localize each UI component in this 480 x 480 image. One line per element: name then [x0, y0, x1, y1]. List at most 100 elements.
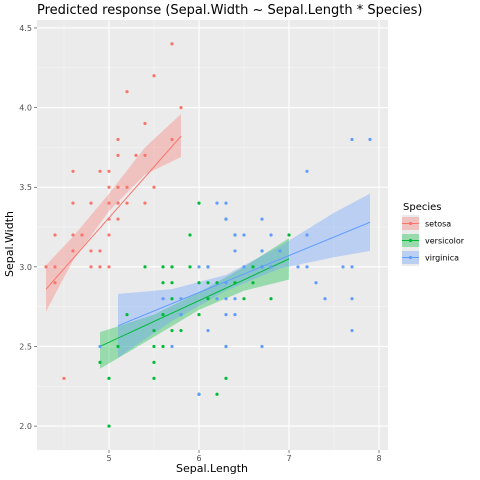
- point-setosa: [107, 233, 110, 236]
- point-setosa: [107, 170, 110, 173]
- point-setosa: [116, 154, 119, 157]
- point-setosa: [179, 106, 182, 109]
- point-setosa: [53, 281, 56, 284]
- point-versicolor: [107, 377, 110, 380]
- point-virginica: [233, 313, 236, 316]
- x-tick-label: 5: [106, 454, 111, 463]
- y-tick-label: 2.0: [19, 422, 32, 431]
- y-tick-label: 3.5: [19, 183, 32, 192]
- point-setosa: [80, 233, 83, 236]
- point-versicolor: [161, 313, 164, 316]
- point-versicolor: [125, 313, 128, 316]
- point-virginica: [296, 265, 299, 268]
- point-setosa: [107, 202, 110, 205]
- point-versicolor: [233, 281, 236, 284]
- point-virginica: [161, 297, 164, 300]
- point-versicolor: [152, 329, 155, 332]
- legend-key-versicolor: [402, 232, 419, 249]
- point-versicolor: [98, 361, 101, 364]
- point-virginica: [197, 265, 200, 268]
- point-virginica: [224, 217, 227, 220]
- point-setosa: [125, 90, 128, 93]
- point-setosa: [116, 202, 119, 205]
- point-versicolor: [197, 313, 200, 316]
- point-setosa: [107, 265, 110, 268]
- point-versicolor: [152, 345, 155, 348]
- y-tick-label: 2.5: [19, 342, 32, 351]
- point-versicolor: [251, 281, 254, 284]
- point-virginica: [224, 297, 227, 300]
- point-setosa: [98, 265, 101, 268]
- point-virginica: [179, 297, 182, 300]
- point-virginica: [260, 265, 263, 268]
- point-virginica: [224, 281, 227, 284]
- point-virginica: [314, 281, 317, 284]
- point-virginica: [260, 217, 263, 220]
- point-setosa: [53, 233, 56, 236]
- point-versicolor: [170, 329, 173, 332]
- point-versicolor: [161, 345, 164, 348]
- legend-label-virginica: virginica: [425, 254, 459, 263]
- point-virginica: [215, 297, 218, 300]
- point-versicolor: [287, 233, 290, 236]
- point-versicolor: [251, 265, 254, 268]
- point-setosa: [143, 154, 146, 157]
- point-setosa: [98, 170, 101, 173]
- point-setosa: [44, 265, 47, 268]
- point-setosa: [98, 249, 101, 252]
- point-setosa: [71, 202, 74, 205]
- point-setosa: [152, 74, 155, 77]
- point-versicolor: [206, 281, 209, 284]
- point-setosa: [170, 42, 173, 45]
- point-virginica: [278, 249, 281, 252]
- point-versicolor: [197, 281, 200, 284]
- point-setosa: [125, 186, 128, 189]
- point-versicolor: [215, 393, 218, 396]
- point-virginica: [206, 265, 209, 268]
- point-versicolor: [269, 297, 272, 300]
- point-setosa: [125, 202, 128, 205]
- point-versicolor: [161, 281, 164, 284]
- point-setosa: [53, 265, 56, 268]
- point-versicolor: [188, 233, 191, 236]
- point-virginica: [260, 249, 263, 252]
- y-tick-label: 4.5: [19, 24, 32, 33]
- point-virginica: [341, 265, 344, 268]
- legend-key-virginica: [402, 249, 419, 266]
- y-axis-ticks: 2.0 2.5 3.0 3.5 4.0 4.5: [19, 24, 37, 431]
- chart-title: Predicted response (Sepal.Width ~ Sepal.…: [37, 3, 422, 18]
- legend-label-setosa: setosa: [425, 220, 451, 229]
- point-virginica: [242, 265, 245, 268]
- point-setosa: [107, 217, 110, 220]
- point-virginica: [305, 170, 308, 173]
- point-virginica: [233, 233, 236, 236]
- point-setosa: [134, 154, 137, 157]
- point-versicolor: [179, 329, 182, 332]
- point-virginica: [206, 329, 209, 332]
- point-virginica: [233, 249, 236, 252]
- point-virginica: [305, 233, 308, 236]
- legend-key-setosa: [402, 215, 419, 232]
- point-virginica: [260, 345, 263, 348]
- point-versicolor: [107, 425, 110, 428]
- y-tick-label: 4.0: [19, 104, 32, 113]
- legend-key-point: [409, 222, 412, 225]
- point-virginica: [197, 393, 200, 396]
- legend-key-point: [409, 256, 412, 259]
- point-setosa: [116, 138, 119, 141]
- point-virginica: [350, 297, 353, 300]
- x-tick-label: 7: [286, 454, 291, 463]
- point-versicolor: [116, 345, 119, 348]
- point-versicolor: [152, 361, 155, 364]
- point-setosa: [152, 186, 155, 189]
- point-virginica: [224, 345, 227, 348]
- x-axis-title: Sepal.Length: [176, 462, 248, 475]
- point-setosa: [71, 233, 74, 236]
- point-virginica: [269, 265, 272, 268]
- point-setosa: [107, 186, 110, 189]
- point-setosa: [89, 202, 92, 205]
- point-setosa: [71, 170, 74, 173]
- point-setosa: [143, 122, 146, 125]
- legend-title: Species: [403, 202, 442, 213]
